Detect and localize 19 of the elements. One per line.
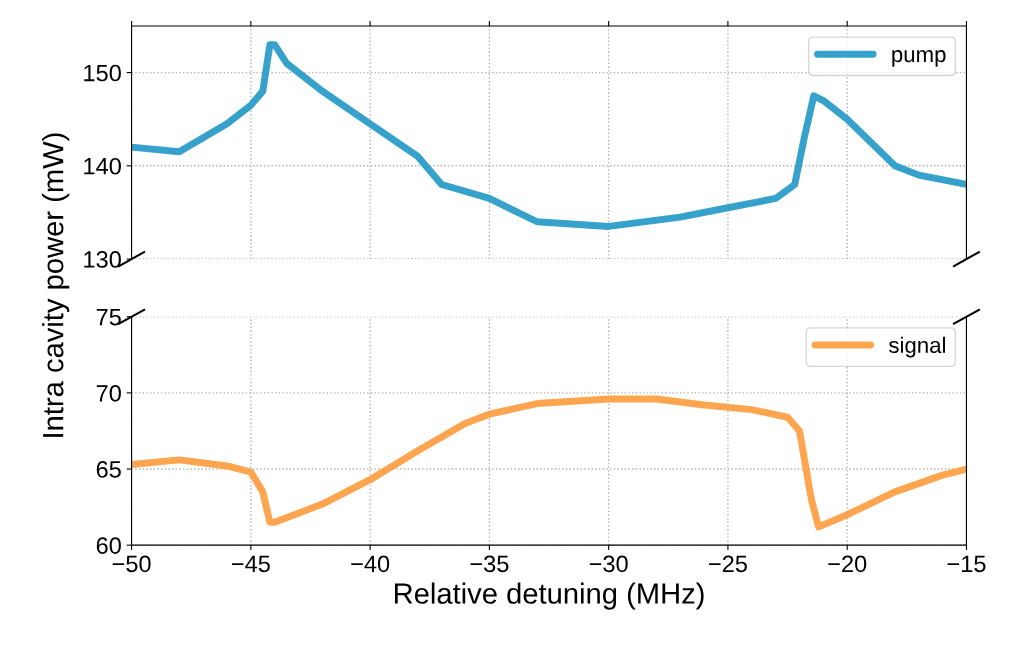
y-tick-label: 130 xyxy=(84,251,121,268)
y-tick-label: 150 xyxy=(84,64,121,82)
y-tick-label: 60 xyxy=(96,537,121,554)
y-tick-label: 70 xyxy=(96,384,121,402)
y-tick-label: 75 xyxy=(96,309,121,326)
legend-label: pump xyxy=(892,50,946,67)
legend-label: signal xyxy=(889,336,945,358)
x-tick-label: −35 xyxy=(470,555,509,573)
x-axis-title: Relative detuning (MHz) xyxy=(394,582,704,610)
y-tick-label: 140 xyxy=(84,157,121,175)
x-tick-label: −45 xyxy=(231,555,270,573)
x-tick-label: −25 xyxy=(709,555,747,573)
y-axis-title: Intra cavity power (mW) xyxy=(42,133,70,437)
x-tick-label: −15 xyxy=(947,555,986,573)
x-tick-label: −50 xyxy=(112,555,151,573)
x-tick-label: −20 xyxy=(828,555,867,573)
x-tick-label: −40 xyxy=(351,555,390,573)
y-tick-label: 65 xyxy=(96,461,121,478)
x-tick-label: −30 xyxy=(589,555,628,573)
